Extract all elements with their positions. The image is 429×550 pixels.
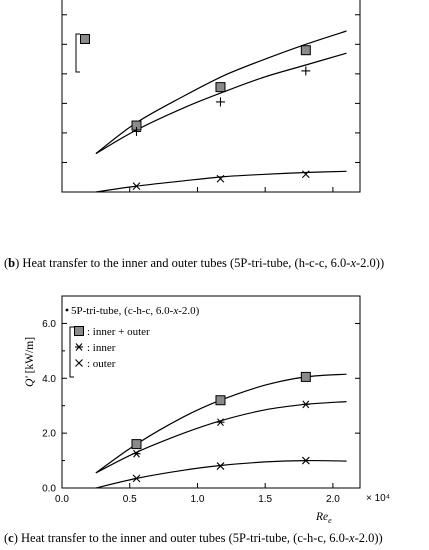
chart-b-point-2-0-b xyxy=(132,182,141,190)
chart-c-ytick-label-1: 2.0 xyxy=(42,429,56,440)
chart-c-xtick-label-2: 1.0 xyxy=(191,494,205,505)
chart-c-ylabel: Q' [kW/m] xyxy=(24,337,36,387)
chart-c-point-1-0 xyxy=(132,449,141,458)
chart-c-ytick-label-2: 4.0 xyxy=(42,374,56,385)
chart-c-title-bullet xyxy=(65,308,69,312)
chart-c-point-1-1-b xyxy=(217,418,224,427)
chart-c-point-0-1 xyxy=(215,395,226,406)
chart-c-x-multiplier: × 10⁴ xyxy=(366,493,390,504)
caption-c-text: Heat transfer to the inner and outer tub… xyxy=(17,531,350,545)
caption-c-tail: -2.0)) xyxy=(354,531,383,545)
chart-c-point-2-0-b xyxy=(132,474,141,483)
chart-c-legend-marker-1-b xyxy=(75,343,83,351)
chart-c-fit-line-1 xyxy=(95,401,347,474)
chart-c-frame xyxy=(61,295,361,489)
chart-c-point-0-0 xyxy=(131,439,142,450)
chart-b-point-2-2 xyxy=(301,170,310,179)
caption-c-letter: c xyxy=(8,531,14,545)
chart-c-point-0-2 xyxy=(300,371,311,382)
caption-c: (c) Heat transfer to the inner and outer… xyxy=(4,531,383,545)
chart-c-point-1-1 xyxy=(216,418,225,427)
chart-b-point-2-2-b xyxy=(301,170,310,179)
chart-c-ytick-label-0: 0.0 xyxy=(42,484,56,495)
chart-c-legend-marker-0 xyxy=(74,326,84,336)
chart-b-point-1-1 xyxy=(215,97,225,107)
chart-c-point-2-0 xyxy=(132,474,141,483)
chart-c-legend-label-0: : inner + outer xyxy=(87,326,150,338)
chart-c-xtick-label-1: 0.5 xyxy=(123,494,137,505)
chart-c-point-2-1 xyxy=(216,462,225,470)
chart-c: 0.0 2.0 4.0 6.0 0.0 0.5 1.0 1.5 2.0 × 10⁴ Ree Q' [k… xyxy=(24,295,390,525)
chart-c-point-1-0-b xyxy=(133,449,140,458)
chart-b xyxy=(61,0,361,193)
chart-c-title: 5P-tri-tube, (c-h-c, 6.0-x-2.0) xyxy=(71,305,200,317)
chart-c-point-2-2 xyxy=(301,456,310,465)
chart-b-fit-line-1 xyxy=(95,52,347,155)
chart-b-frame xyxy=(61,0,361,193)
chart-c-legend-marker-1 xyxy=(75,343,83,351)
chart-c-xtick-label-3: 1.5 xyxy=(258,494,272,505)
chart-c-xlabel: Ree xyxy=(315,511,332,525)
chart-c-legend-marker-2 xyxy=(75,359,83,367)
chart-c-legend-label-1: : inner xyxy=(87,342,116,354)
caption-b-letter: b xyxy=(8,256,16,270)
caption-c-var: x xyxy=(349,531,355,545)
chart-b-point-0-1 xyxy=(215,82,226,93)
chart-b-point-1-2 xyxy=(301,66,311,76)
chart-c-ytick-label-3: 6.0 xyxy=(42,319,56,330)
chart-c-legend-marker-2-b xyxy=(75,359,83,367)
chart-b-point-2-1-b xyxy=(216,174,225,183)
chart-b-point-2-1 xyxy=(216,174,225,183)
chart-b-point-2-0 xyxy=(132,182,141,190)
chart-b-point-0-2 xyxy=(300,45,311,56)
caption-b: (b) Heat transfer to the inner and outer… xyxy=(4,256,385,270)
chart-c-point-1-2 xyxy=(301,400,310,409)
chart-c-legend-label-2: : outer xyxy=(87,358,116,370)
chart-b-legend-square xyxy=(80,34,90,44)
chart-c-point-2-2-b xyxy=(301,456,310,465)
chart-c-legend-bracket xyxy=(69,326,74,378)
chart-c-xtick-label-4: 2.0 xyxy=(326,494,340,505)
chart-b-legend-bracket xyxy=(75,33,80,73)
chart-b-point-1-0 xyxy=(132,126,141,136)
caption-b-tail: -2.0)) xyxy=(356,256,385,270)
caption-b-var: x xyxy=(350,256,356,270)
caption-b-text: Heat transfer to the inner and outer tub… xyxy=(19,256,351,270)
chart-c-point-1-2-b xyxy=(302,400,310,409)
chart-c-xtick-label-0: 0.0 xyxy=(55,494,69,505)
chart-c-point-2-1-b xyxy=(216,462,225,470)
